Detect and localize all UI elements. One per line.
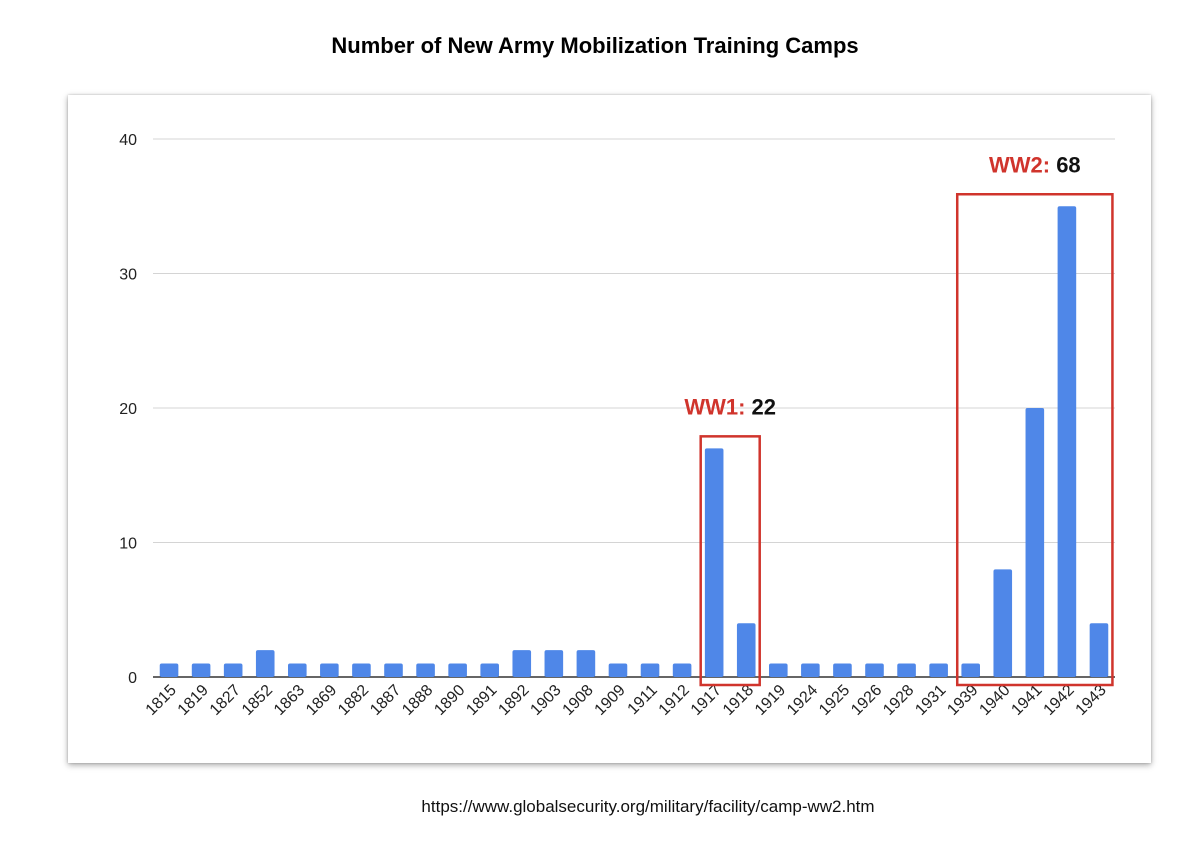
bar-1852 xyxy=(255,650,275,677)
bar-1917 xyxy=(704,448,724,677)
x-tick-label: 1943 xyxy=(1073,682,1110,719)
x-tick-label: 1931 xyxy=(912,682,949,719)
x-tick-label: 1928 xyxy=(880,682,917,719)
bar-1918 xyxy=(736,623,756,677)
annotation-box xyxy=(699,435,761,687)
x-tick-label: 1926 xyxy=(848,682,885,719)
x-tick-label: 1819 xyxy=(175,682,212,719)
x-tick-label: 1909 xyxy=(592,682,629,719)
x-tick-label: 1863 xyxy=(271,682,308,719)
x-tick-label: 1888 xyxy=(399,682,436,719)
x-tick-label: 1941 xyxy=(1008,682,1045,719)
bar-1919 xyxy=(769,663,788,677)
annotation-label-war: WW2: xyxy=(989,152,1056,177)
bar-chart: 0102030401815181918271852186318691882188… xyxy=(119,132,1115,719)
x-tick-label: 1924 xyxy=(784,682,821,719)
x-tick-label: 1919 xyxy=(752,682,789,719)
bar-1925 xyxy=(833,663,852,677)
annotation-label: WW1: 22 xyxy=(684,394,776,419)
x-tick-label: 1925 xyxy=(816,682,853,719)
bar-1911 xyxy=(640,663,660,677)
x-tick-label: 1917 xyxy=(688,682,725,719)
y-tick-label: 0 xyxy=(128,670,137,687)
bar-1888 xyxy=(416,663,435,677)
bar-1931 xyxy=(929,663,948,677)
x-tick-label: 1903 xyxy=(527,682,564,719)
chart-card: 0 10 20 30 40 1815 1819 1827 1852 1863 1869 1882 188… xyxy=(68,95,1151,763)
bar-1892 xyxy=(512,650,532,677)
x-tick-label: 1891 xyxy=(463,682,500,719)
y-tick-label: 20 xyxy=(119,401,137,418)
x-tick-label: 1918 xyxy=(720,682,757,719)
bar-1815 xyxy=(159,663,179,677)
bar-1882 xyxy=(352,663,371,677)
y-tick-label: 40 xyxy=(119,132,137,149)
bar-1869 xyxy=(320,663,339,677)
bar-1863 xyxy=(288,663,307,677)
x-tick-label: 1942 xyxy=(1041,682,1078,719)
x-tick-label: 1815 xyxy=(143,682,180,719)
x-tick-label: 1939 xyxy=(944,682,981,719)
bar-1942 xyxy=(1057,206,1077,677)
annotation-label-total: 22 xyxy=(752,394,776,419)
bar-1827 xyxy=(223,663,243,677)
annotation-label-war: WW1: xyxy=(684,394,751,419)
bar-1908 xyxy=(576,650,596,677)
bar-1890 xyxy=(448,663,467,677)
x-tick-label: 1908 xyxy=(560,682,597,719)
x-tick-label: 1911 xyxy=(625,682,661,718)
x-tick-label: 1892 xyxy=(495,682,532,719)
bar-1819 xyxy=(191,663,211,677)
bar-1943 xyxy=(1089,623,1109,677)
annotation-label-total: 68 xyxy=(1056,152,1080,177)
bar-1912 xyxy=(672,663,692,677)
x-tick-label: 1887 xyxy=(367,682,404,719)
source-url: https://www.globalsecurity.org/military/… xyxy=(421,797,875,816)
x-tick-label: 1940 xyxy=(976,682,1013,719)
bar-1924 xyxy=(801,663,820,677)
x-tick-label: 1869 xyxy=(303,682,340,719)
y-tick-label: 30 xyxy=(119,267,137,284)
bar-1939 xyxy=(961,663,980,677)
y-tick-label: 10 xyxy=(119,536,137,553)
bar-1891 xyxy=(480,663,499,677)
bar-1903 xyxy=(544,650,564,677)
annotation-label: WW2: 68 xyxy=(989,152,1081,177)
chart-title: Number of New Army Mobilization Training… xyxy=(331,33,859,58)
bar-1941 xyxy=(1025,408,1045,677)
annotation-box xyxy=(955,193,1114,687)
bar-1928 xyxy=(897,663,916,677)
x-tick-label: 1827 xyxy=(207,682,244,719)
bar-1909 xyxy=(608,663,628,677)
bar-1887 xyxy=(384,663,403,677)
x-tick-label: 1912 xyxy=(656,682,693,719)
x-tick-label: 1890 xyxy=(431,682,468,719)
x-tick-label: 1882 xyxy=(335,682,372,719)
bar-1940 xyxy=(993,569,1013,677)
bar-1926 xyxy=(865,663,884,677)
x-tick-label: 1852 xyxy=(239,682,276,719)
